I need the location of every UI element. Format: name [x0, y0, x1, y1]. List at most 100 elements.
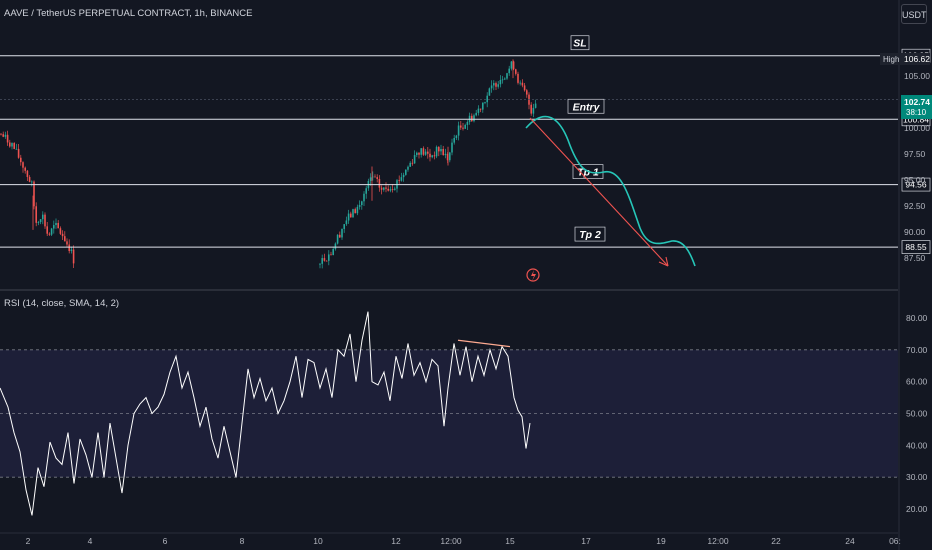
candle-body [433, 155, 436, 157]
candle [457, 121, 460, 141]
level-label-text: Entry [573, 101, 601, 113]
candle-body [380, 187, 383, 190]
candle-body [20, 157, 22, 163]
candle-body [53, 225, 55, 229]
candle [402, 172, 405, 182]
candle [334, 242, 337, 251]
candle [15, 143, 18, 150]
candle-body [420, 148, 422, 155]
projection-curve[interactable] [525, 115, 696, 267]
candle [396, 178, 398, 193]
level-label-text: Tp 1 [577, 167, 599, 179]
candle [444, 148, 447, 159]
candle-body [501, 79, 504, 81]
candle-body [398, 180, 400, 181]
level-label-sl[interactable]: SL [570, 35, 590, 51]
candle [499, 75, 502, 88]
candle-body [350, 213, 352, 218]
candle [70, 246, 73, 254]
candle [398, 175, 400, 184]
candle-body [521, 82, 524, 86]
lightning-icon-circle [526, 268, 540, 282]
lightning-icon[interactable] [526, 268, 540, 282]
currency-button[interactable]: USDT [901, 4, 927, 24]
candle-body [493, 83, 495, 86]
candle [328, 250, 330, 266]
candle [389, 186, 392, 193]
candle-body [446, 153, 449, 161]
high-tag: High 106.62 [880, 53, 930, 65]
candle [460, 121, 462, 130]
time-axis-tick: 19 [656, 536, 666, 546]
candle [17, 143, 20, 159]
candle [369, 173, 372, 186]
rsi-divergence-line[interactable] [457, 339, 511, 348]
candle [345, 216, 348, 226]
time-axis-tick: 06: [889, 536, 901, 546]
candle [411, 158, 414, 166]
countdown-value: 38:10 [906, 108, 927, 117]
rsi-axis-tick: 20.00 [906, 504, 928, 514]
candle-body [347, 213, 350, 221]
time-axis-tick: 4 [88, 536, 93, 546]
candle-body [464, 124, 466, 129]
candle [451, 138, 453, 156]
candle [482, 102, 484, 113]
candle [383, 187, 385, 192]
candle-body [325, 260, 328, 262]
price-tag-tp1: 94.56 [901, 177, 931, 192]
symbol-title[interactable]: AAVE / TetherUS PERPETUAL CONTRACT, 1h, … [4, 8, 253, 19]
candle-body [413, 155, 416, 164]
time-axis-tick: 15 [505, 536, 515, 546]
price-tag-value: 100.84 [903, 114, 929, 124]
time-axis-tick: 6 [163, 536, 168, 546]
candle-body [457, 125, 460, 136]
candle [11, 142, 13, 150]
candle [378, 175, 381, 192]
candle [486, 92, 488, 108]
candle-body [33, 181, 35, 207]
candle [61, 230, 64, 241]
candle-body [484, 102, 486, 104]
candle-body [61, 233, 64, 237]
candle [42, 211, 44, 225]
projection-arrow[interactable] [529, 117, 669, 267]
candle-body [358, 205, 361, 207]
candle [358, 200, 361, 210]
candle-body [374, 176, 376, 178]
candle-body [391, 189, 394, 190]
rsi-indicator-title[interactable]: RSI (14, close, SMA, 14, 2) [4, 298, 120, 309]
current-price-value: 102.74 [904, 97, 930, 107]
candle-body [57, 222, 59, 229]
candle-body [517, 73, 519, 83]
price-tag-value: 88.55 [905, 242, 927, 252]
candle-body [17, 148, 20, 158]
candle [4, 131, 7, 139]
level-label-box [574, 226, 606, 242]
level-label-tp2[interactable]: Tp 2 [574, 226, 606, 242]
candle [343, 224, 345, 233]
candle-body [341, 228, 343, 238]
candle [350, 211, 352, 218]
candle [376, 174, 378, 183]
candle [416, 151, 418, 158]
candle-body [13, 143, 15, 149]
time-axis-tick: 2 [26, 536, 31, 546]
candle-body [42, 214, 44, 220]
candle-body [495, 83, 497, 87]
candle [28, 175, 31, 183]
candle [31, 180, 33, 187]
price-axis-tick: 95.00 [904, 175, 926, 185]
rsi-line[interactable] [0, 311, 531, 516]
candle-body [365, 188, 367, 194]
time-axis-tick: 24 [845, 536, 855, 546]
candle-body [352, 209, 354, 218]
high-tag-label: High [883, 55, 899, 64]
level-label-entry[interactable]: Entry [567, 98, 605, 114]
candle [468, 112, 471, 125]
candle [391, 184, 394, 193]
candle-body [0, 133, 2, 135]
candle [336, 234, 339, 245]
